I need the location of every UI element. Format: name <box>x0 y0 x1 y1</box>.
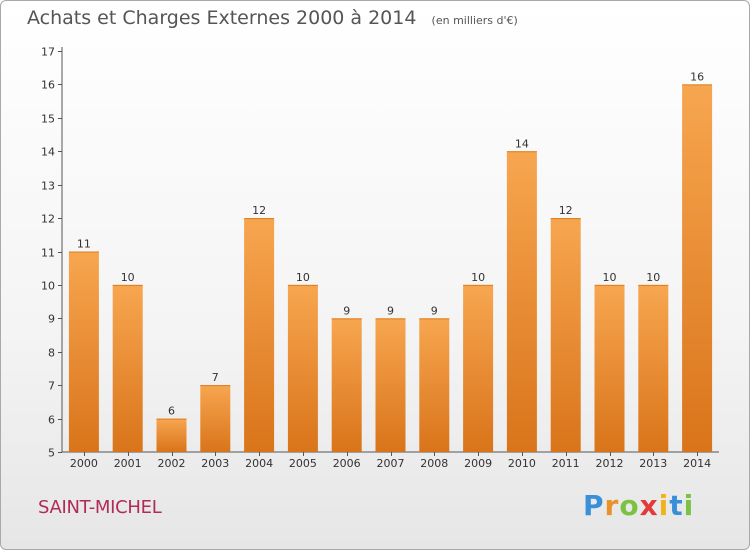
data-label: 10 <box>603 271 617 284</box>
data-label: 11 <box>77 238 91 251</box>
x-tick-label: 2000 <box>70 457 98 470</box>
x-tick-label: 2008 <box>420 457 448 470</box>
bar <box>594 284 625 452</box>
chart-unit: (en milliers d'€) <box>431 14 518 27</box>
bar <box>682 84 713 453</box>
logo-letter: x <box>639 489 659 522</box>
bar <box>112 284 143 452</box>
bar <box>68 251 99 452</box>
x-tick-label: 2012 <box>596 457 624 470</box>
data-label: 6 <box>168 405 175 418</box>
x-tick-label: 2005 <box>289 457 317 470</box>
data-label: 10 <box>471 271 485 284</box>
bar <box>156 418 187 452</box>
x-tick-label: 2006 <box>333 457 361 470</box>
y-tick-label: 14 <box>41 146 55 159</box>
y-tick-label: 10 <box>41 280 55 293</box>
bar <box>287 284 318 452</box>
x-tick-label: 2010 <box>508 457 536 470</box>
logo-letter: P <box>583 489 605 522</box>
data-label: 16 <box>690 70 704 83</box>
logo-letter: i <box>683 489 695 522</box>
logo-letter: o <box>619 489 640 522</box>
data-label: 12 <box>559 204 573 217</box>
y-tick-label: 8 <box>48 347 55 360</box>
x-tick-label: 2011 <box>552 457 580 470</box>
data-label: 9 <box>431 304 438 317</box>
y-tick-label: 6 <box>48 414 55 427</box>
bar <box>244 218 275 452</box>
logo-letter: i <box>658 489 670 522</box>
bar <box>200 385 231 452</box>
data-label: 12 <box>252 204 266 217</box>
x-tick-label: 2002 <box>158 457 186 470</box>
bar <box>463 284 494 452</box>
bar <box>638 284 669 452</box>
chart-title: Achats et Charges Externes 2000 à 2014 <box>27 7 417 29</box>
commune-name: SAINT-MICHEL <box>38 497 162 518</box>
data-label: 9 <box>343 304 350 317</box>
y-tick-label: 16 <box>41 79 55 92</box>
y-tick-label: 5 <box>48 447 55 460</box>
x-tick-label: 2003 <box>201 457 229 470</box>
y-tick-label: 7 <box>48 380 55 393</box>
data-label: 9 <box>387 304 394 317</box>
data-label: 10 <box>296 271 310 284</box>
data-label: 7 <box>212 371 219 384</box>
y-tick-label: 13 <box>41 180 55 193</box>
x-tick-label: 2014 <box>683 457 711 470</box>
data-label: 10 <box>121 271 135 284</box>
x-tick-label: 2004 <box>245 457 273 470</box>
y-tick-label: 12 <box>41 213 55 226</box>
y-tick-label: 9 <box>48 313 55 326</box>
bar <box>375 318 406 452</box>
logo-letter: t <box>669 489 684 522</box>
x-tick-label: 2001 <box>114 457 142 470</box>
bar <box>506 151 537 452</box>
data-label: 10 <box>646 271 660 284</box>
y-tick-label: 11 <box>41 247 55 260</box>
y-tick-label: 17 <box>41 46 55 59</box>
data-label: 14 <box>515 137 529 150</box>
x-tick-label: 2009 <box>464 457 492 470</box>
x-tick-label: 2013 <box>639 457 667 470</box>
bar <box>419 318 450 452</box>
bar <box>331 318 362 452</box>
title-row: Achats et Charges Externes 2000 à 2014 (… <box>27 7 518 29</box>
bar <box>550 218 581 452</box>
y-tick-label: 15 <box>41 113 55 126</box>
logo-letter: r <box>604 489 620 522</box>
x-tick-label: 2007 <box>377 457 405 470</box>
proxiti-logo: Proxiti <box>583 489 694 522</box>
